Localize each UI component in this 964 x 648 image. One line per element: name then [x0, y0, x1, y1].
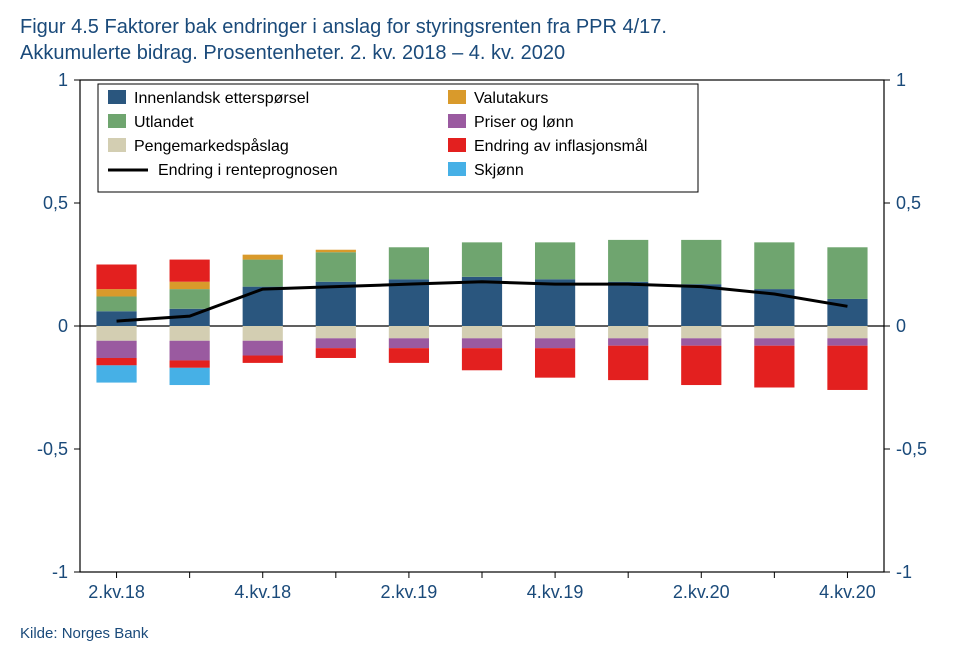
legend-swatch: [448, 162, 466, 176]
bar-priser: [170, 341, 210, 361]
legend-swatch: [448, 90, 466, 104]
xtick-label: 2.kv.19: [381, 582, 438, 602]
bar-pengemarked: [462, 326, 502, 338]
legend-swatch: [108, 90, 126, 104]
bar-inflasjon: [681, 346, 721, 385]
bar-innenlandsk: [535, 279, 575, 326]
bar-inflasjon: [827, 346, 867, 390]
legend-label: Endring av inflasjonsmål: [474, 137, 647, 155]
bar-utlandet: [170, 289, 210, 309]
chart-area: -1 -1 -0,5 -0,5 0 0 0,5 0,5 1 1 2.kv.18 4.kv.18 2.kv…: [20, 72, 944, 614]
ytick-label-right: -0,5: [896, 439, 927, 459]
bar-innenlandsk: [608, 282, 648, 326]
ytick-label-right: 0,5: [896, 193, 921, 213]
bar-utlandet: [96, 296, 136, 311]
ytick-label-right: 0: [896, 316, 906, 336]
bar-pengemarked: [389, 326, 429, 338]
legend-swatch: [108, 114, 126, 128]
bar-priser: [96, 341, 136, 358]
bar-skjonn: [170, 368, 210, 385]
bar-priser: [827, 338, 867, 345]
bar-valutakurs: [243, 255, 283, 260]
ytick-label-left: -0,5: [37, 439, 68, 459]
xtick-label: 4.kv.18: [234, 582, 291, 602]
bar-innenlandsk: [243, 287, 283, 326]
bar-utlandet: [535, 242, 575, 279]
bar-priser: [535, 338, 575, 348]
bar-priser: [316, 338, 356, 348]
bar-pengemarked: [754, 326, 794, 338]
bar-utlandet: [754, 242, 794, 289]
bar-innenlandsk: [462, 277, 502, 326]
bar-pengemarked: [535, 326, 575, 338]
bar-priser: [681, 338, 721, 345]
bar-inflasjon_pos: [96, 265, 136, 290]
bar-utlandet: [243, 260, 283, 287]
title-line-1: Figur 4.5 Faktorer bak endringer i ansla…: [20, 16, 667, 38]
bar-skjonn: [96, 365, 136, 382]
legend-label: Valutakurs: [474, 90, 548, 107]
legend-label: Innenlandsk etterspørsel: [134, 90, 309, 107]
xtick-label: 2.kv.18: [88, 582, 145, 602]
bar-innenlandsk: [681, 284, 721, 326]
bar-inflasjon: [535, 348, 575, 378]
bar-inflasjon_pos: [170, 260, 210, 282]
xtick-label: 4.kv.20: [819, 582, 876, 602]
bar-valutakurs: [316, 250, 356, 252]
bar-pengemarked: [827, 326, 867, 338]
chart-title: Figur 4.5 Faktorer bak endringer i ansla…: [20, 14, 944, 66]
bar-inflasjon: [243, 356, 283, 363]
ytick-label-right: 1: [896, 72, 906, 90]
bar-priser: [754, 338, 794, 345]
bar-utlandet: [827, 247, 867, 299]
bar-pengemarked: [316, 326, 356, 338]
title-line-2: Akkumulerte bidrag. Prosentenheter. 2. k…: [20, 42, 565, 64]
legend-swatch: [448, 114, 466, 128]
bar-inflasjon: [608, 346, 648, 380]
ytick-label-left: 0,5: [43, 193, 68, 213]
bar-utlandet: [316, 252, 356, 282]
bar-inflasjon: [170, 360, 210, 367]
bar-inflasjon: [389, 348, 429, 363]
legend-swatch: [448, 138, 466, 152]
bar-inflasjon: [462, 348, 502, 370]
legend-label: Priser og lønn: [474, 114, 574, 131]
bar-inflasjon: [316, 348, 356, 358]
legend-label: Pengemarkedspåslag: [134, 137, 289, 155]
ytick-label-left: 0: [58, 316, 68, 336]
bar-valutakurs: [170, 282, 210, 289]
bar-priser: [243, 341, 283, 356]
xtick-label: 4.kv.19: [527, 582, 584, 602]
legend-swatch: [108, 138, 126, 152]
bar-priser: [462, 338, 502, 348]
bar-priser: [608, 338, 648, 345]
bar-pengemarked: [608, 326, 648, 338]
source-label: Kilde: Norges Bank: [20, 625, 148, 642]
bar-valutakurs: [96, 289, 136, 296]
bar-pengemarked: [170, 326, 210, 341]
bar-pengemarked: [96, 326, 136, 341]
bar-pengemarked: [681, 326, 721, 338]
bar-priser: [389, 338, 429, 348]
ytick-label-left: -1: [52, 562, 68, 582]
bar-utlandet: [608, 240, 648, 282]
ytick-label-right: -1: [896, 562, 912, 582]
bar-inflasjon: [96, 358, 136, 365]
bar-innenlandsk: [389, 279, 429, 326]
bar-innenlandsk: [96, 311, 136, 326]
bar-utlandet: [681, 240, 721, 284]
legend-label: Skjønn: [474, 162, 524, 179]
chart-svg: -1 -1 -0,5 -0,5 0 0 0,5 0,5 1 1 2.kv.18 4.kv.18 2.kv…: [20, 72, 944, 612]
ytick-label-left: 1: [58, 72, 68, 90]
bar-utlandet: [462, 242, 502, 276]
bar-pengemarked: [243, 326, 283, 341]
legend-label: Utlandet: [134, 114, 194, 131]
bar-inflasjon: [754, 346, 794, 388]
bar-utlandet: [389, 247, 429, 279]
xtick-label: 2.kv.20: [673, 582, 730, 602]
page: Figur 4.5 Faktorer bak endringer i ansla…: [0, 0, 964, 648]
legend-label: Endring i renteprognosen: [158, 162, 338, 179]
